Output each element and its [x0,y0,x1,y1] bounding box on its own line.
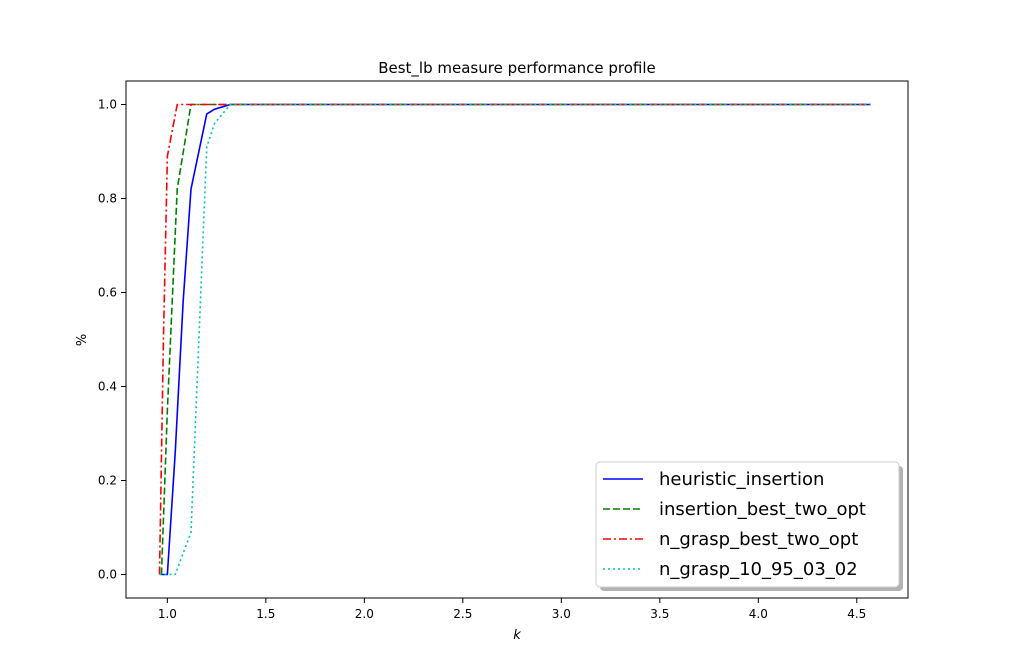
y-tick-label: 0.0 [98,568,117,582]
x-axis: 1.0 1.5 2.0 2.5 3.0 3.5 4.0 4.5 [158,598,866,621]
x-tick-label: 1.0 [158,607,177,621]
x-tick-label: 3.5 [650,607,669,621]
x-axis-label: k [513,628,521,643]
legend-label: insertion_best_two_opt [659,499,866,520]
series-line-n-grasp-10-95-03-02 [159,103,871,576]
y-tick-label: 0.4 [98,380,117,394]
plot-frame [125,80,909,599]
x-tick-label: 2.0 [355,607,374,621]
legend-label: n_grasp_10_95_03_02 [659,559,858,580]
legend: heuristic_insertion insertion_best_two_op… [595,461,903,591]
y-tick-label: 0.2 [98,474,117,488]
y-tick-label: 0.8 [98,192,117,206]
legend-label: heuristic_insertion [659,469,824,490]
chart-title: Best_lb measure performance profile [378,59,656,78]
legend-label: n_grasp_best_two_opt [659,529,858,550]
legend-box [595,461,900,588]
x-tick-label: 3.0 [552,607,571,621]
x-tick-label: 4.0 [749,607,768,621]
y-axis-label: % [75,334,90,346]
series-line-heuristic-insertion [161,103,871,576]
x-tick-label: 1.5 [256,607,275,621]
x-tick-label: 2.5 [453,607,472,621]
y-axis: 0.0 0.2 0.4 0.6 0.8 1.0 [98,98,126,582]
y-tick-label: 0.6 [98,286,117,300]
series-layer [158,103,871,576]
x-tick-label: 4.5 [847,607,866,621]
y-tick-label: 1.0 [98,98,117,112]
series-line-insertion-best-two-opt [160,103,871,575]
series-line-n-grasp-best-two-opt [158,103,871,575]
